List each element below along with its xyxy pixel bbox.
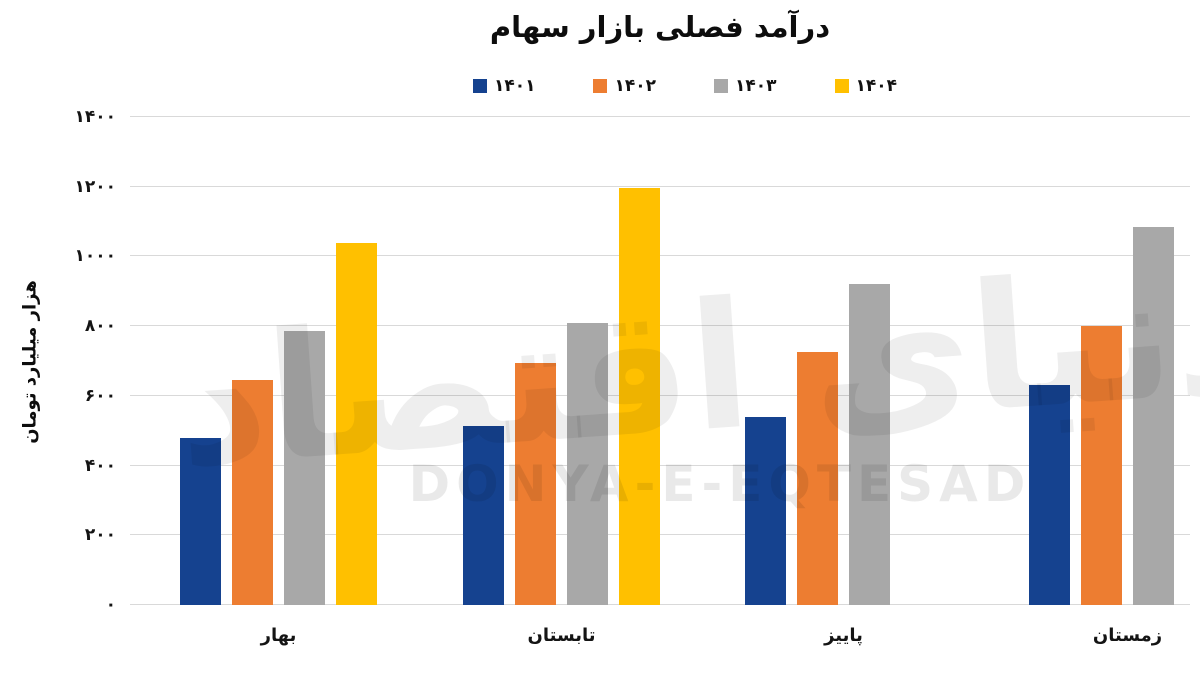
x-tick-label: بهار xyxy=(260,625,297,646)
x-tick-label: پاییز xyxy=(824,625,863,646)
bar xyxy=(745,416,786,605)
y-tick-label: ۶۰۰ xyxy=(84,385,116,406)
y-tick-label: ۸۰۰ xyxy=(84,316,116,337)
bar xyxy=(515,362,556,605)
gridline xyxy=(130,325,1190,327)
bar xyxy=(284,331,325,605)
legend-item: ۱۴۰۱ xyxy=(472,76,536,96)
legend-swatch-icon xyxy=(714,79,728,93)
y-tick-label: ۴۰۰ xyxy=(84,455,116,476)
bar xyxy=(463,425,504,605)
bar xyxy=(232,380,273,605)
legend-item: ۱۴۰۳ xyxy=(714,76,777,96)
bar xyxy=(567,322,608,605)
legend-label: ۱۴۰۱ xyxy=(493,76,536,96)
y-tick-label: ۱۲۰۰ xyxy=(74,176,116,197)
legend-label: ۱۴۰۳ xyxy=(735,76,777,96)
gridline xyxy=(130,604,1190,605)
legend-label: ۱۴۰۴ xyxy=(855,76,898,96)
gridline xyxy=(130,464,1190,466)
bar xyxy=(797,352,838,605)
bar xyxy=(180,437,221,605)
gridline xyxy=(130,394,1190,396)
x-tick-label: زمستان xyxy=(1092,625,1163,646)
y-axis-title: هزار میلیارد تومان xyxy=(19,280,41,444)
y-tick-label: ۱۰۰۰ xyxy=(74,246,116,267)
gridline xyxy=(130,255,1190,257)
y-tick-label: ۱۴۰۰ xyxy=(74,107,116,127)
bar xyxy=(619,188,660,605)
legend-swatch-icon xyxy=(472,79,487,93)
bar xyxy=(1029,385,1070,605)
bar xyxy=(1133,226,1174,605)
bar-group xyxy=(463,117,660,605)
legend: ۱۴۰۱ ۱۴۰۲ ۱۴۰۳ ۱۴۰۴ xyxy=(85,76,1200,96)
chart-title: درآمد فصلی بازار سهام xyxy=(489,10,831,44)
legend-swatch-icon xyxy=(593,79,608,93)
bar xyxy=(849,284,890,605)
bar-group xyxy=(745,117,942,605)
y-tick-label: ۲۰۰ xyxy=(84,525,116,546)
bar xyxy=(1081,326,1122,605)
gridline xyxy=(130,534,1190,536)
gridline xyxy=(130,185,1190,187)
legend-item: ۱۴۰۲ xyxy=(593,76,656,96)
legend-item: ۱۴۰۴ xyxy=(834,76,898,96)
plot-area: ۱۴۰۰ ۱۲۰۰ ۱۰۰۰ ۸۰۰ ۶۰۰ ۴۰۰ ۲۰۰ ۰ بهار تابستان پایی… xyxy=(74,107,1190,646)
y-tick-label: ۰ xyxy=(105,595,116,615)
x-tick-label: تابستان xyxy=(527,625,596,646)
legend-label: ۱۴۰۲ xyxy=(614,76,656,96)
legend-swatch-icon xyxy=(834,79,849,93)
bar-group xyxy=(180,117,377,605)
bar xyxy=(336,242,377,605)
gridline xyxy=(130,116,1190,117)
bar-group xyxy=(1029,117,1200,605)
